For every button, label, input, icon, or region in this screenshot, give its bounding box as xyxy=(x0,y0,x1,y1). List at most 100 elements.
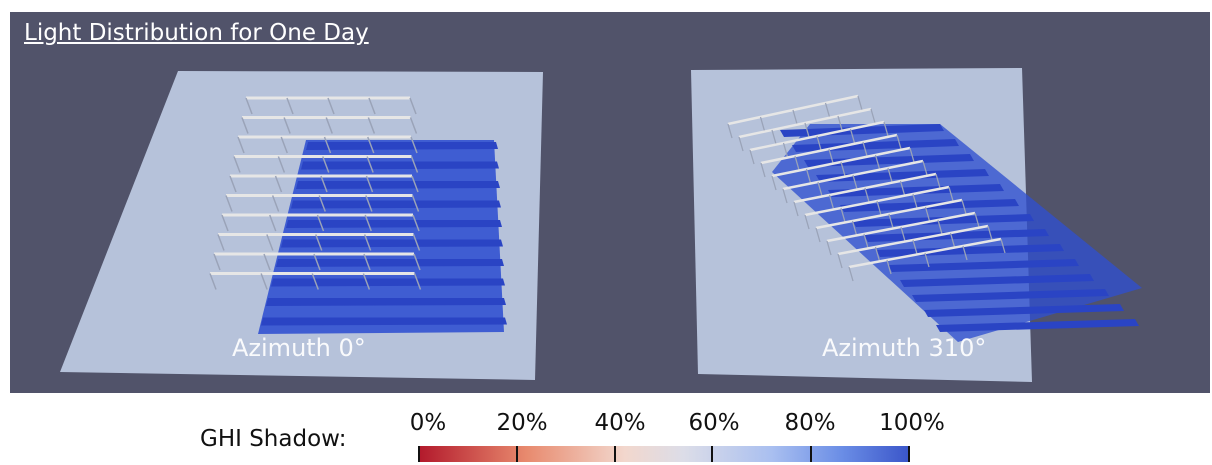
rack-post xyxy=(924,252,930,268)
shadow-rows-left xyxy=(258,140,507,334)
shadow-row xyxy=(286,220,502,228)
rack-post xyxy=(213,253,221,271)
rack-post xyxy=(263,253,271,271)
rack-post xyxy=(410,136,418,154)
rack-post xyxy=(815,227,821,243)
rack-post xyxy=(209,273,217,290)
rack-post xyxy=(771,175,777,191)
colorbar-tick xyxy=(516,446,518,462)
rack-post xyxy=(411,175,419,193)
rack-post xyxy=(962,245,968,261)
rack-post xyxy=(271,195,280,212)
azimuth-label-right: Azimuth 310° xyxy=(822,334,987,362)
shadow-row xyxy=(291,200,501,209)
rack-post xyxy=(313,253,321,271)
rack-post xyxy=(826,240,832,256)
rack-post xyxy=(804,122,810,138)
rack-post xyxy=(365,195,373,212)
shadow-row xyxy=(816,169,989,182)
rack-post xyxy=(237,136,245,154)
rack-post xyxy=(824,102,831,118)
rack-post xyxy=(362,273,371,290)
rack-post xyxy=(366,156,374,173)
colorbar-tick xyxy=(711,446,713,462)
shadow-row xyxy=(296,181,500,189)
shadow-row xyxy=(301,161,499,170)
scene-svg xyxy=(60,68,1142,382)
rack-structure-right xyxy=(727,94,1006,282)
rack-post xyxy=(771,129,777,145)
rack-post xyxy=(948,186,954,202)
rack-post xyxy=(260,273,268,290)
shadow-row xyxy=(276,259,504,267)
rack-post xyxy=(828,194,835,210)
legend-label: GHI Shadow: xyxy=(200,426,347,452)
rack-post xyxy=(410,156,419,173)
rack-post xyxy=(277,156,286,173)
rack-post xyxy=(888,213,894,229)
rack-post xyxy=(274,175,283,193)
rack-post xyxy=(782,188,788,204)
shadow-row xyxy=(306,142,498,150)
rack-post xyxy=(961,199,967,215)
rack-post xyxy=(363,234,372,251)
rack-post xyxy=(852,174,858,190)
rack-post xyxy=(409,97,417,115)
rack-post xyxy=(413,273,422,290)
rack-post xyxy=(837,253,843,269)
colorbar-tick xyxy=(908,446,910,462)
rack-post xyxy=(759,116,766,132)
rack-post xyxy=(283,117,291,134)
rack-post xyxy=(409,117,418,134)
rack-structure-left xyxy=(209,96,422,290)
shadow-row xyxy=(864,229,1049,242)
rack-post xyxy=(727,123,733,139)
rack-post xyxy=(876,200,882,216)
rack-post xyxy=(320,175,328,193)
scene-title: Light Distribution for One Day xyxy=(24,20,369,46)
rack-post xyxy=(857,95,863,111)
rack-post xyxy=(241,117,249,134)
rack-post xyxy=(363,253,371,271)
rack-post xyxy=(315,234,323,251)
rack-post xyxy=(286,97,294,115)
rack-post xyxy=(367,136,375,154)
rack-post xyxy=(863,233,869,249)
rack-post xyxy=(817,181,823,197)
shadow-row xyxy=(780,124,944,137)
rack-post xyxy=(738,136,744,152)
shadow-row xyxy=(852,214,1034,227)
rack-post xyxy=(849,128,856,144)
rack-post xyxy=(837,115,843,131)
rack-post xyxy=(949,232,956,248)
rack-post xyxy=(937,219,943,235)
rack-post xyxy=(322,156,330,173)
rack-post xyxy=(840,207,846,223)
rack-post xyxy=(245,97,253,115)
legend-tick-label: 0% xyxy=(409,410,447,436)
legend-tick-label: 80% xyxy=(784,410,836,436)
rack-post xyxy=(886,259,892,275)
colorbar-tick xyxy=(810,446,812,462)
rack-post xyxy=(899,180,906,196)
rack-post xyxy=(851,220,858,236)
rack-post xyxy=(229,175,237,193)
rack-post xyxy=(327,97,335,115)
rack-post xyxy=(896,134,902,150)
rack-post xyxy=(217,234,225,251)
shadow-row xyxy=(900,274,1094,287)
rack-post xyxy=(782,142,789,158)
shadow-row xyxy=(912,289,1109,302)
rack-post xyxy=(974,212,980,228)
rack-post xyxy=(280,136,288,154)
colorbar-tick xyxy=(418,446,420,462)
rack-post xyxy=(364,214,372,232)
shadow-row xyxy=(936,319,1139,332)
rack-post xyxy=(987,225,993,241)
shadow-row xyxy=(261,317,507,326)
rack-post xyxy=(325,117,333,134)
rack-post xyxy=(367,117,376,134)
rack-post xyxy=(874,154,881,170)
rack-post xyxy=(411,195,420,212)
shadow-row xyxy=(888,259,1079,272)
